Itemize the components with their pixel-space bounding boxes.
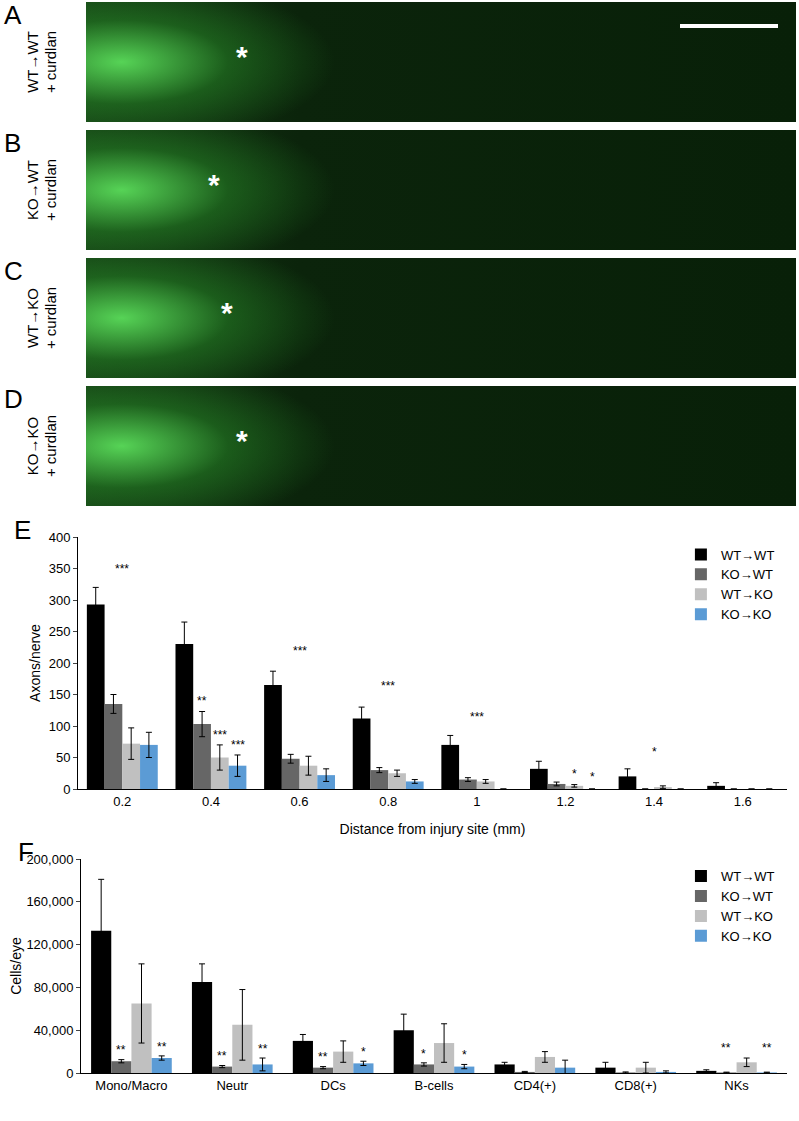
svg-text:***: *** xyxy=(470,710,484,724)
svg-text:CD8(+): CD8(+) xyxy=(615,1078,657,1093)
svg-text:0.4: 0.4 xyxy=(202,794,220,809)
html-text:C: C xyxy=(4,256,23,286)
svg-text:***: *** xyxy=(213,728,227,742)
svg-text:400: 400 xyxy=(49,530,71,545)
svg-text:*: * xyxy=(462,1048,467,1062)
svg-text:1.2: 1.2 xyxy=(556,794,574,809)
svg-text:*: * xyxy=(361,1045,366,1059)
svg-text:KO→WT: KO→WT xyxy=(721,889,773,904)
svg-text:***: *** xyxy=(115,562,129,576)
svg-text:KO→KO: KO→KO xyxy=(721,607,772,622)
svg-text:WT→WT: WT→WT xyxy=(721,869,774,884)
html-text:+ curdlan: + curdlan xyxy=(42,158,59,222)
svg-text:1: 1 xyxy=(473,794,480,809)
html-text:WT→WT: WT→WT xyxy=(24,31,41,93)
svg-text:250: 250 xyxy=(49,624,71,639)
svg-text:*: * xyxy=(590,770,595,784)
svg-text:**: ** xyxy=(258,1042,268,1056)
svg-text:1.6: 1.6 xyxy=(734,794,752,809)
html-text:+ curdlan: + curdlan xyxy=(42,30,59,94)
svg-text:200: 200 xyxy=(49,656,71,671)
svg-text:150: 150 xyxy=(49,687,71,702)
svg-text:1.4: 1.4 xyxy=(645,794,663,809)
svg-text:120,000: 120,000 xyxy=(26,937,73,952)
svg-text:NKs: NKs xyxy=(724,1078,749,1093)
svg-text:**: ** xyxy=(762,1041,772,1055)
svg-text:DCs: DCs xyxy=(320,1078,346,1093)
svg-text:**: ** xyxy=(157,1040,167,1054)
svg-text:WT→KO: WT→KO xyxy=(721,909,773,924)
svg-text:**: ** xyxy=(721,1041,731,1055)
html-text:WT→KO: WT→KO xyxy=(24,288,41,348)
svg-text:Axons/nerve: Axons/nerve xyxy=(27,624,43,702)
svg-text:F: F xyxy=(18,837,34,867)
svg-text:**: ** xyxy=(217,1049,227,1063)
svg-text:**: ** xyxy=(116,1043,126,1057)
svg-text:KO→WT: KO→WT xyxy=(721,567,773,582)
svg-text:***: *** xyxy=(231,738,245,752)
svg-text:**: ** xyxy=(318,1050,328,1064)
svg-text:*: * xyxy=(572,767,577,781)
svg-text:0.2: 0.2 xyxy=(113,794,131,809)
html-text:D: D xyxy=(4,384,23,414)
html-text:KO→WT: KO→WT xyxy=(24,160,41,220)
svg-text:WT→WT: WT→WT xyxy=(721,548,774,563)
svg-text:80,000: 80,000 xyxy=(34,980,74,995)
svg-text:*: * xyxy=(421,1047,426,1061)
svg-text:0: 0 xyxy=(66,1066,73,1081)
svg-text:Mono/Macro: Mono/Macro xyxy=(95,1078,167,1093)
html-text:A: A xyxy=(4,0,22,30)
svg-text:50: 50 xyxy=(56,750,70,765)
svg-text:Neutr: Neutr xyxy=(216,1078,248,1093)
html-text:+ curdlan: + curdlan xyxy=(42,286,59,350)
svg-text:CD4(+): CD4(+) xyxy=(514,1078,556,1093)
html-text:+ curdlan: + curdlan xyxy=(42,414,59,478)
svg-text:**: ** xyxy=(197,694,207,708)
svg-text:E: E xyxy=(14,515,31,545)
svg-text:***: *** xyxy=(293,644,307,658)
svg-text:Distance from injury site (mm): Distance from injury site (mm) xyxy=(340,821,526,837)
svg-text:Cells/eye: Cells/eye xyxy=(8,937,24,995)
svg-text:WT→KO: WT→KO xyxy=(721,587,773,602)
svg-text:300: 300 xyxy=(49,593,71,608)
svg-text:40,000: 40,000 xyxy=(34,1023,74,1038)
svg-text:350: 350 xyxy=(49,561,71,576)
svg-text:160,000: 160,000 xyxy=(26,894,73,909)
html-text:KO→KO: KO→KO xyxy=(24,416,41,476)
svg-text:100: 100 xyxy=(49,719,71,734)
svg-text:B-cells: B-cells xyxy=(414,1078,454,1093)
svg-text:200,000: 200,000 xyxy=(26,852,73,867)
html-text:B: B xyxy=(4,128,22,158)
svg-text:*: * xyxy=(652,745,657,759)
svg-text:0: 0 xyxy=(63,782,70,797)
svg-text:0.6: 0.6 xyxy=(291,794,309,809)
svg-text:***: *** xyxy=(381,679,395,693)
svg-text:KO→KO: KO→KO xyxy=(721,929,772,944)
svg-text:0.8: 0.8 xyxy=(379,794,397,809)
